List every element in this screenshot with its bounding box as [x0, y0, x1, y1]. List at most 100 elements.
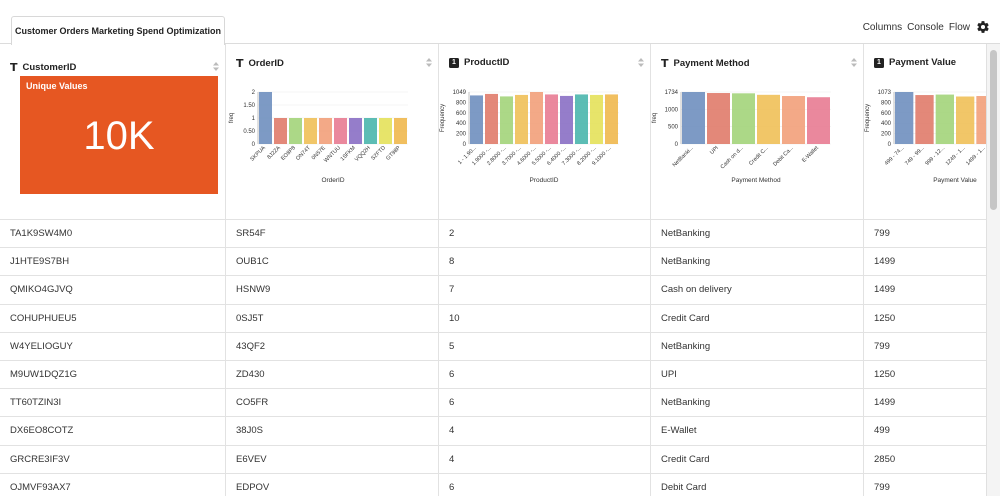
table-cell[interactable]: E6VEV	[226, 446, 438, 474]
column-cells: 2 8 7 10 5 6 6 4 4 6	[439, 220, 650, 496]
table-cell[interactable]: GRCRE3IF3V	[0, 446, 225, 474]
y-tick-label: 1049	[453, 90, 467, 96]
sort-icon[interactable]	[638, 58, 644, 67]
text-type-icon: T	[236, 57, 244, 70]
table-cell[interactable]: HSNW9	[226, 276, 438, 305]
x-tick-label: S2FTD	[370, 145, 387, 162]
table-cell[interactable]: J1HTE9S7BH	[0, 248, 225, 277]
table-cell[interactable]: 499	[864, 417, 1000, 446]
table-cell[interactable]: 1499	[864, 276, 1000, 305]
table-cell[interactable]: W4YELIOGUY	[0, 333, 225, 361]
column-title: T OrderID	[236, 57, 284, 70]
table-cell[interactable]: Credit Card	[651, 446, 863, 474]
table-cell[interactable]: 4	[439, 446, 650, 474]
tab-customer-orders[interactable]: Customer Orders Marketing Spend Optimiza…	[11, 16, 225, 45]
table-cell[interactable]: NetBanking	[651, 333, 863, 361]
histogram-bar	[560, 95, 573, 144]
table-cell[interactable]: 1250	[864, 305, 1000, 333]
table-cell[interactable]: ZD430	[226, 361, 438, 390]
x-tick-label: UPI	[709, 145, 720, 156]
y-tick-label: 200	[456, 132, 467, 138]
table-cell[interactable]: 43QF2	[226, 333, 438, 361]
table-cell[interactable]: DX6EO8COTZ	[0, 417, 225, 446]
x-tick-label: 1499 - 1...	[965, 145, 987, 167]
column-header[interactable]: T OrderID freq 2 1.50 1 0.50 0 SKPUA 8J2ZA EO8P8…	[226, 44, 438, 220]
table-cell[interactable]: 1250	[864, 361, 1000, 390]
table-cell[interactable]: Cash on delivery	[651, 276, 863, 305]
y-tick-label: 0	[675, 142, 679, 148]
table-cell[interactable]: 1499	[864, 389, 1000, 418]
table-cell[interactable]: OJMVF93AX7	[0, 474, 225, 496]
column-header[interactable]: T Payment Method freq 1734 1000 500 0 NetBank…	[651, 44, 863, 220]
table-cell[interactable]: 6	[439, 474, 650, 496]
histogram-bar	[530, 92, 543, 144]
table-cell[interactable]: TT60TZIN3I	[0, 389, 225, 418]
table-cell[interactable]: Debit Card	[651, 474, 863, 496]
column-payment-value: 1 Payment Value Frequency 1073 800 600 400 20…	[864, 44, 1000, 496]
y-tick-label: 200	[881, 132, 892, 138]
table-cell[interactable]: 0SJ5T	[226, 305, 438, 333]
histogram-bar	[394, 118, 407, 144]
table-cell[interactable]: TA1K9SW4M0	[0, 220, 225, 249]
sort-icon[interactable]	[213, 62, 219, 71]
table-cell[interactable]: Credit Card	[651, 305, 863, 333]
table-cell[interactable]: OUB1C	[226, 248, 438, 277]
x-tick-label: 499 - 74...	[884, 145, 906, 167]
table-cell[interactable]: 5	[439, 333, 650, 361]
sort-icon[interactable]	[851, 58, 857, 67]
table-cell[interactable]: E-Wallet	[651, 417, 863, 446]
y-tick-label: 2	[252, 90, 256, 96]
columns-link[interactable]: Columns	[862, 21, 903, 33]
histogram-bar	[364, 118, 377, 144]
flow-link[interactable]: Flow	[948, 21, 970, 33]
table-cell[interactable]: 4	[439, 417, 650, 446]
table-cell[interactable]: NetBanking	[651, 389, 863, 418]
histogram-bar	[807, 97, 830, 144]
y-tick-label: 600	[456, 111, 467, 117]
y-tick-label: 0	[888, 142, 892, 148]
vertical-scrollbar[interactable]	[986, 44, 1000, 496]
scrollbar-thumb[interactable]	[990, 50, 997, 210]
table-cell[interactable]: SR54F	[226, 220, 438, 249]
gear-icon[interactable]	[976, 20, 990, 34]
y-tick-label: 1	[252, 116, 256, 122]
console-link[interactable]: Console	[907, 21, 944, 33]
column-header[interactable]: 1 ProductID Frequency 1049 800 600 400 200 0 1 …	[439, 44, 650, 220]
sort-icon[interactable]	[426, 58, 432, 67]
x-tick-label: 1249 - 1...	[945, 145, 967, 167]
table-cell[interactable]: 10	[439, 305, 650, 333]
table-cell[interactable]: 799	[864, 220, 1000, 249]
column-header[interactable]: T CustomerID Unique Values 10K	[0, 44, 225, 220]
x-tick-label: Cash on d...	[720, 145, 746, 171]
table-cell[interactable]: 2	[439, 220, 650, 249]
histogram-bar	[379, 118, 392, 144]
table-cell[interactable]: NetBanking	[651, 248, 863, 277]
histogram-bar	[605, 94, 618, 144]
table-cell[interactable]: COHUPHUEU5	[0, 305, 225, 333]
y-tick-label: 1734	[665, 90, 679, 96]
x-tick-label: EO8P8	[280, 145, 297, 162]
y-tick-label: 500	[668, 125, 679, 131]
histogram-bar	[545, 94, 558, 144]
table-cell[interactable]: 2850	[864, 446, 1000, 474]
table-cell[interactable]: QMIKO4GJVQ	[0, 276, 225, 305]
table-cell[interactable]: 1499	[864, 248, 1000, 277]
table-cell[interactable]: CO5FR	[226, 389, 438, 418]
table-cell[interactable]: 6	[439, 361, 650, 390]
table-cell[interactable]: 6	[439, 389, 650, 418]
column-productid: 1 ProductID Frequency 1049 800 600 400 200 0 1 …	[439, 44, 651, 496]
table-cell[interactable]: NetBanking	[651, 220, 863, 249]
table-cell[interactable]: 799	[864, 333, 1000, 361]
table-cell[interactable]: 38J0S	[226, 417, 438, 446]
table-cell[interactable]: UPI	[651, 361, 863, 390]
x-tick-label: NetBanki...	[672, 145, 696, 169]
table-cell[interactable]: 7	[439, 276, 650, 305]
table-cell[interactable]: EDPOV	[226, 474, 438, 496]
y-tick-label: 800	[881, 100, 892, 106]
table-cell[interactable]: M9UW1DQZ1G	[0, 361, 225, 390]
table-cell[interactable]: 799	[864, 474, 1000, 496]
column-header[interactable]: 1 Payment Value Frequency 1073 800 600 400 20…	[864, 44, 1000, 220]
table-cell[interactable]: 8	[439, 248, 650, 277]
